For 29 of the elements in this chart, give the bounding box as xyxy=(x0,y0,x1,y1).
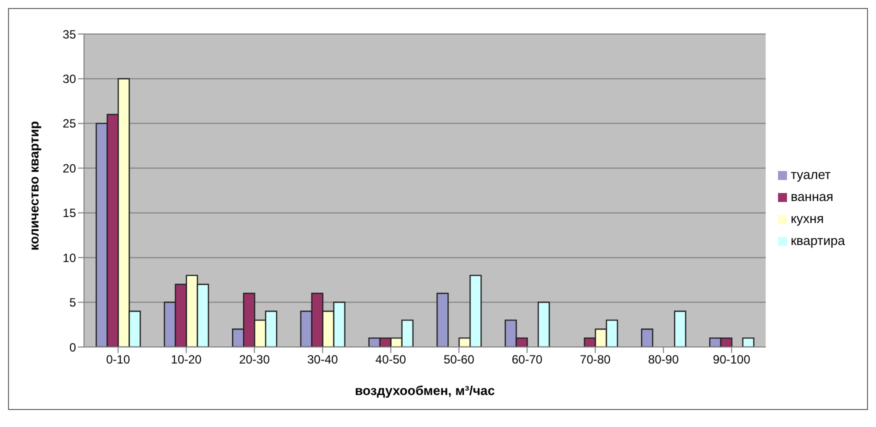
x-tick-label: 60-70 xyxy=(512,352,543,367)
x-tick-label: 20-30 xyxy=(239,352,270,367)
x-tick-label: 10-20 xyxy=(170,352,202,367)
bar xyxy=(742,337,754,347)
y-tick-label: 0 xyxy=(69,340,76,354)
y-tick-label: 20 xyxy=(62,161,76,176)
x-tick-label: 0-10 xyxy=(106,352,130,367)
y-axis-title: количество квартир xyxy=(26,121,42,250)
y-tick-label: 15 xyxy=(62,206,76,220)
y-tick-label: 35 xyxy=(62,27,76,42)
legend-label: кухня xyxy=(790,211,824,226)
x-tick-label: 50-60 xyxy=(444,352,475,367)
bar xyxy=(641,328,654,347)
x-axis-title: воздухообмен, м³/час xyxy=(354,383,495,398)
y-tick-label: 5 xyxy=(69,296,76,310)
legend-label: туалет xyxy=(790,167,831,182)
legend-label: квартира xyxy=(790,233,845,248)
x-tick-label: 80-90 xyxy=(648,352,680,367)
y-tick-label: 10 xyxy=(62,250,76,265)
bar xyxy=(674,310,686,347)
y-tick-label: 30 xyxy=(62,72,76,86)
x-tick-label: 40-50 xyxy=(375,352,406,367)
x-tick-label: 30-40 xyxy=(307,352,338,367)
x-tick-label: 70-80 xyxy=(580,352,611,367)
legend-label: ванная xyxy=(790,189,834,204)
y-tick-label: 25 xyxy=(62,116,76,131)
bar xyxy=(436,292,449,347)
bar xyxy=(538,302,550,347)
x-tick-label: 90-100 xyxy=(712,352,751,367)
